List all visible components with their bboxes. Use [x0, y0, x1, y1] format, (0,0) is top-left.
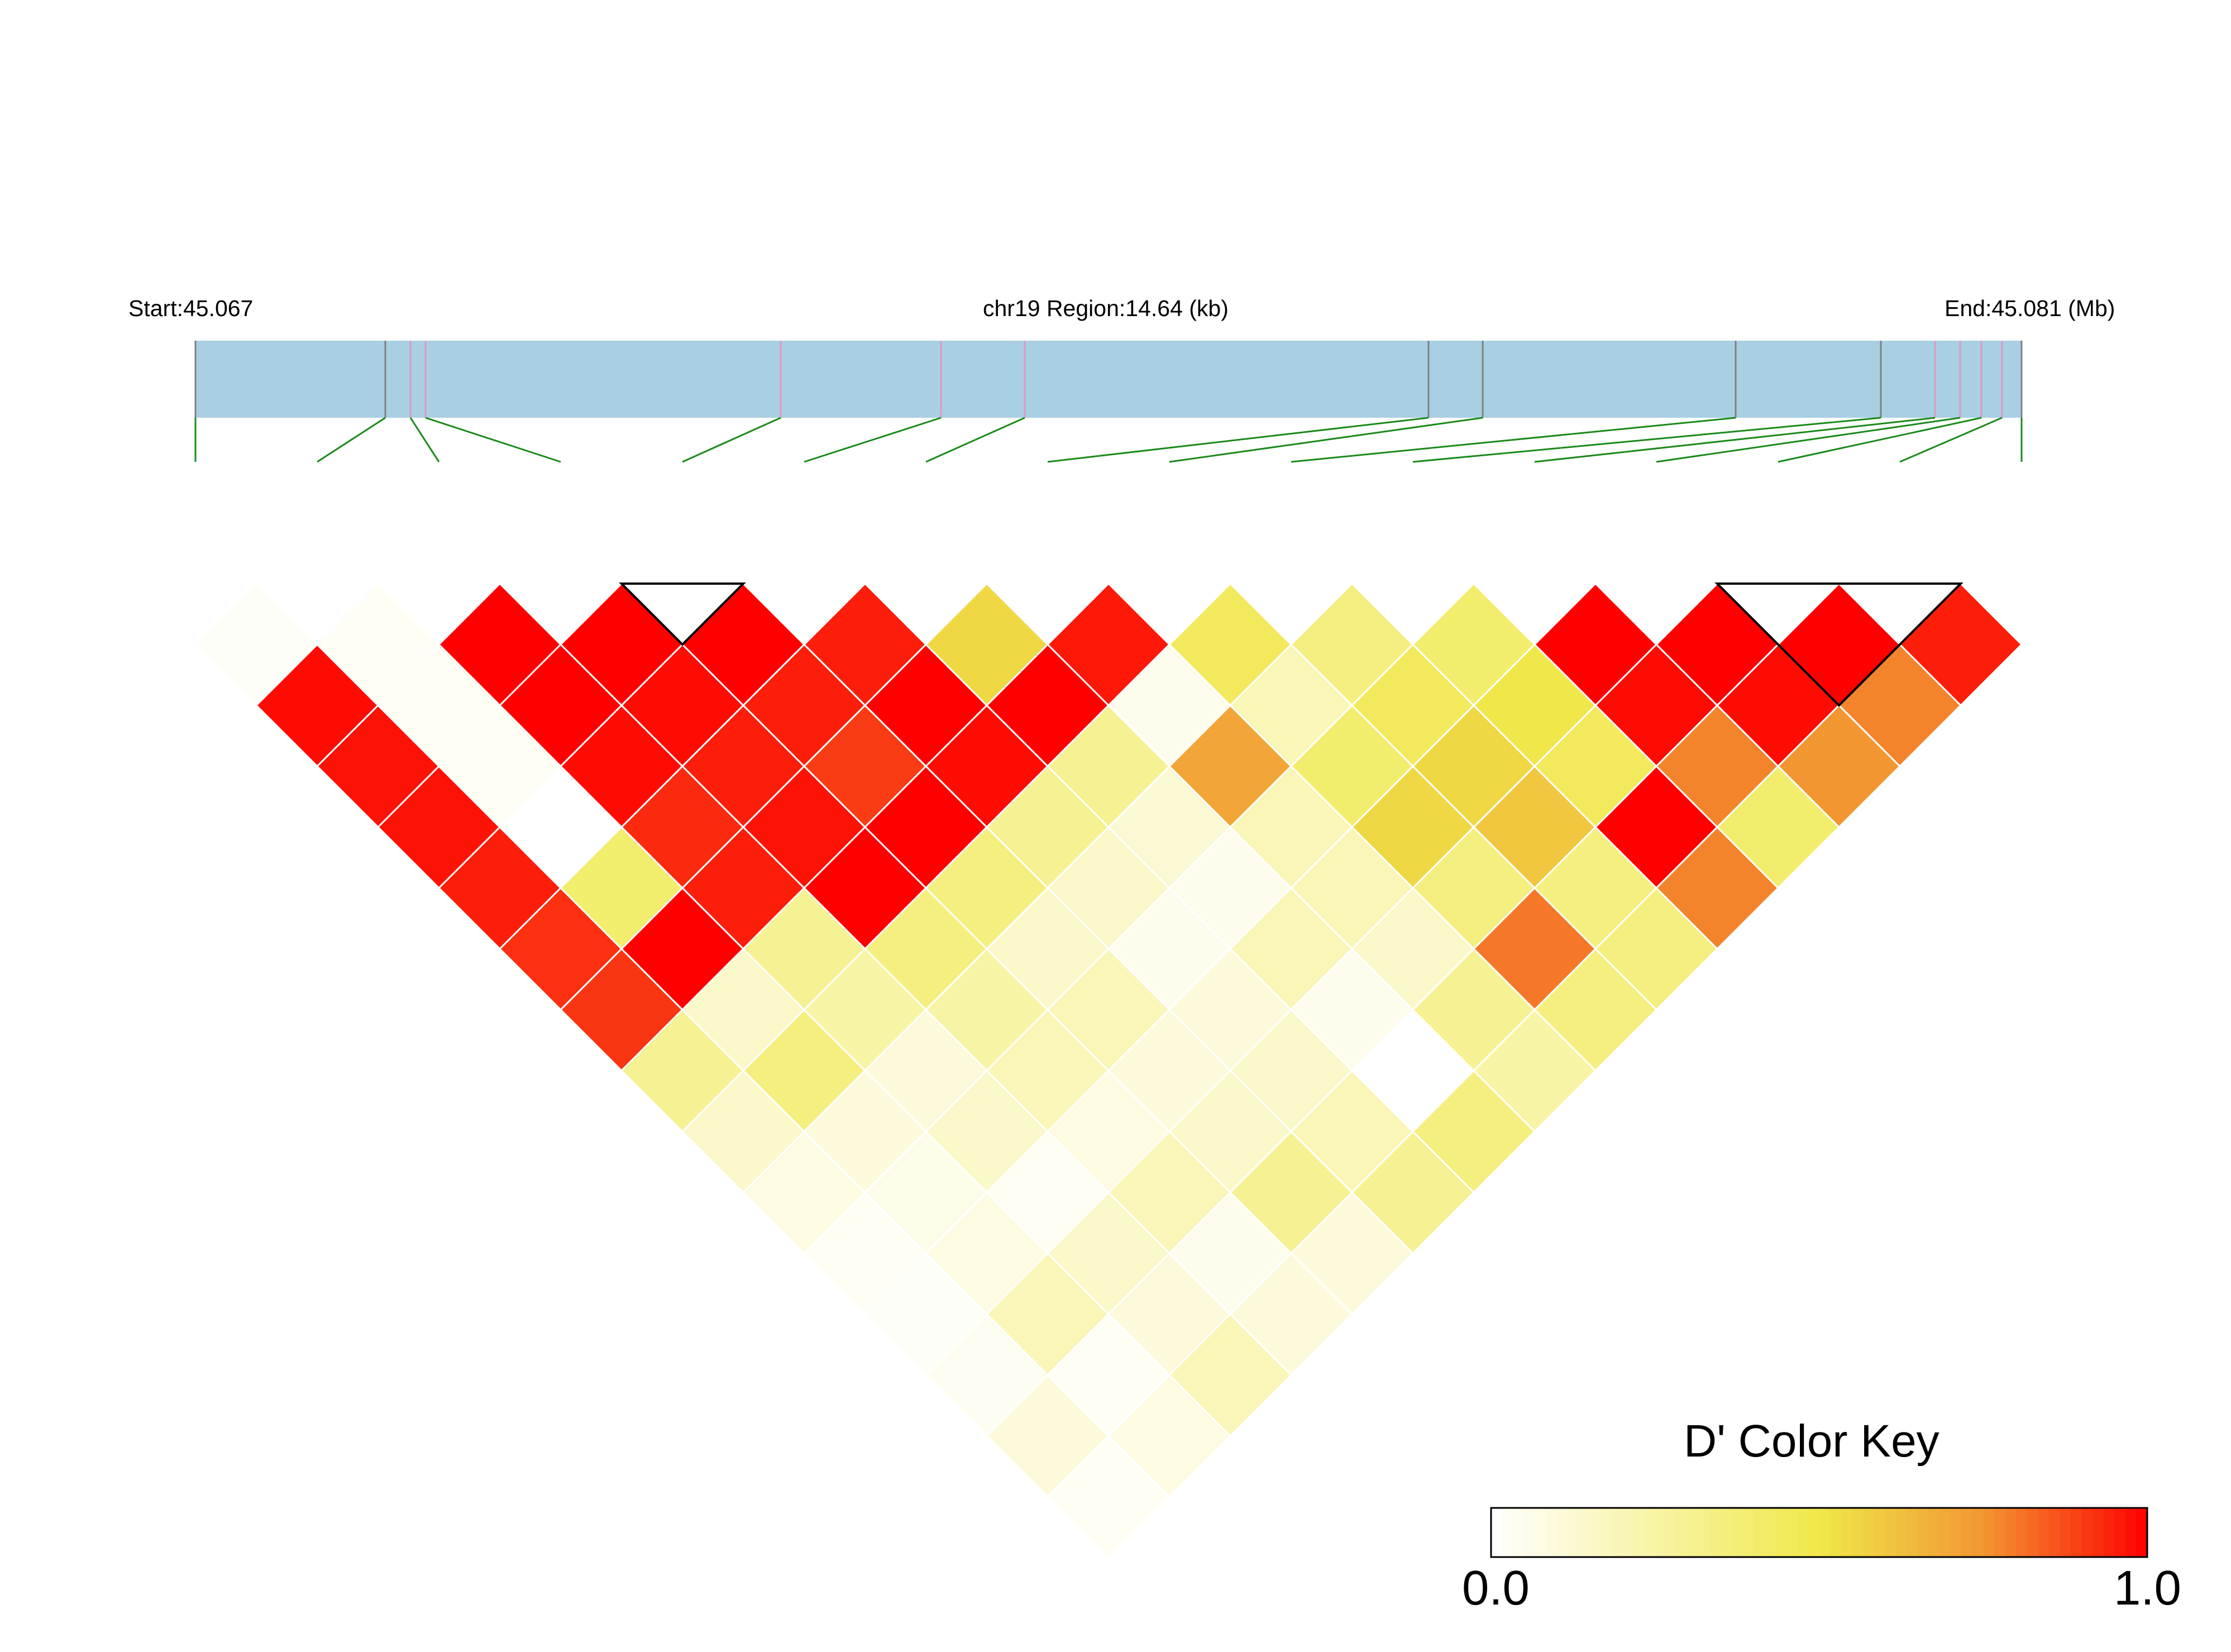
color-key-swatch: [2136, 1508, 2148, 1557]
snp-connector-line: [1899, 417, 2003, 463]
color-key-swatch: [1709, 1508, 1722, 1557]
color-key-swatch: [1611, 1508, 1623, 1557]
color-key-swatch: [1852, 1508, 1864, 1557]
color-key-swatch: [1523, 1508, 1536, 1557]
color-key-swatch: [1907, 1508, 1918, 1557]
color-key-swatch: [1972, 1508, 1984, 1557]
color-key-swatch: [1556, 1508, 1569, 1557]
snp-connector-line: [1169, 417, 1483, 463]
color-key-swatch: [1764, 1508, 1776, 1557]
color-key-swatch: [1819, 1508, 1831, 1557]
region-bar-rect: [195, 341, 2022, 418]
snp-connector-line: [1534, 417, 1936, 463]
ld-cells: [194, 582, 2023, 1559]
color-key-swatch: [2125, 1508, 2137, 1557]
color-key: [1490, 1507, 2148, 1558]
color-key-swatch: [1545, 1508, 1558, 1557]
color-key-swatch: [1742, 1508, 1754, 1557]
color-key-swatch: [2016, 1508, 2028, 1557]
color-key-swatch: [1862, 1508, 1875, 1557]
color-key-swatch: [2027, 1508, 2039, 1557]
color-key-swatch: [1568, 1508, 1579, 1557]
snp-connector-line: [317, 417, 386, 463]
color-key-swatch: [2060, 1508, 2071, 1557]
color-key-swatch: [1928, 1508, 1940, 1557]
color-key-swatch: [2048, 1508, 2061, 1557]
color-key-swatch: [1644, 1508, 1656, 1557]
snp-connector-line: [1656, 417, 1961, 463]
color-key-swatch: [1491, 1508, 1503, 1557]
color-key-swatch: [1808, 1508, 1820, 1557]
snp-connector-line: [1778, 417, 1982, 463]
region-bar: [194, 341, 2023, 418]
start-coordinate-label: Start:45.067: [128, 295, 254, 321]
color-key-swatch: [1797, 1508, 1809, 1557]
color-key-swatch: [2081, 1508, 2094, 1557]
color-key-swatch: [1786, 1508, 1798, 1557]
color-key-swatch: [1502, 1508, 1514, 1557]
color-key-swatch: [1895, 1508, 1908, 1557]
color-key-swatch: [1655, 1508, 1667, 1557]
color-key-swatch: [1939, 1508, 1951, 1557]
color-key-swatch: [1535, 1508, 1546, 1557]
color-key-swatch: [1775, 1508, 1787, 1557]
haplotype-blocks: [619, 583, 1964, 707]
color-key-swatch: [1731, 1508, 1743, 1557]
color-key-max-label: 1.0: [2114, 1561, 2181, 1615]
color-key-swatch: [1830, 1508, 1842, 1557]
color-key-swatch: [2103, 1508, 2115, 1557]
snp-connector-lines: [194, 417, 2023, 463]
color-key-swatch: [1633, 1508, 1645, 1557]
color-key-swatch: [1622, 1508, 1634, 1557]
color-key-swatch: [1721, 1508, 1732, 1557]
color-key-swatch: [2093, 1508, 2104, 1557]
color-key-swatch: [1589, 1508, 1601, 1557]
color-key-swatch: [2070, 1508, 2082, 1557]
end-coordinate-label: End:45.081 (Mb): [1945, 295, 2115, 321]
color-key-swatch: [1513, 1508, 1525, 1557]
snp-connector-line: [1412, 417, 1881, 463]
color-key-swatch: [1885, 1508, 1896, 1557]
color-key-swatch: [2005, 1508, 2017, 1557]
color-key-swatch: [1688, 1508, 1700, 1557]
snp-connector-line: [1291, 417, 1736, 463]
color-key-frame: [1490, 1507, 2148, 1558]
color-key-swatch: [1841, 1508, 1853, 1557]
snp-connector-line: [682, 417, 781, 463]
color-key-swatch: [1874, 1508, 1885, 1557]
color-key-swatch: [1917, 1508, 1929, 1557]
color-key-swatch: [1983, 1508, 1995, 1557]
color-key-swatch: [1578, 1508, 1590, 1557]
color-key-swatch: [1994, 1508, 2006, 1557]
snp-connector-line: [425, 417, 561, 463]
color-key-swatch: [1676, 1508, 1689, 1557]
color-key-swatch: [1699, 1508, 1711, 1557]
region-title: chr19 Region:14.64 (kb): [983, 295, 1229, 321]
color-key-swatch: [1666, 1508, 1678, 1557]
snp-connector-line: [409, 417, 440, 462]
color-key-swatch: [2038, 1508, 2050, 1557]
color-key-title: D' Color Key: [1684, 1416, 1939, 1467]
color-key-swatch: [1600, 1508, 1612, 1557]
color-key-swatch: [1950, 1508, 1962, 1557]
haplotype-block-outline: [619, 583, 746, 646]
snp-connector-line: [925, 417, 1025, 463]
color-key-swatch: [1754, 1508, 1765, 1557]
snp-connector-line: [1047, 417, 1429, 463]
color-key-swatch: [1961, 1508, 1973, 1557]
haplotype-block-outline: [1714, 583, 1964, 707]
color-key-swatch: [2114, 1508, 2126, 1557]
snp-connector-line: [804, 417, 942, 463]
color-key-min-label: 0.0: [1462, 1561, 1530, 1615]
